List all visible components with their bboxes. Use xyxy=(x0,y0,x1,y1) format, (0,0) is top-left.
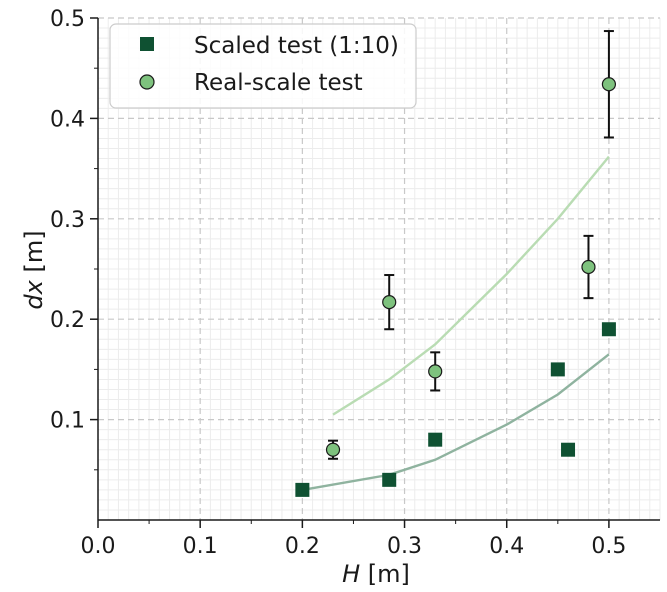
scaled-test-point xyxy=(428,432,443,447)
y-axis-label: dx [m] xyxy=(20,230,48,309)
legend-label-scaled: Scaled test (1:10) xyxy=(194,33,399,59)
real-scale-test-point xyxy=(382,295,397,310)
scaled-test-point xyxy=(601,322,616,337)
y-tick-label: 0.3 xyxy=(50,208,85,233)
scaled-test-point xyxy=(550,362,565,377)
x-tick-label: 0.3 xyxy=(387,534,422,559)
real-scale-test-point xyxy=(601,77,617,92)
real-scale-test-point xyxy=(428,364,443,379)
y-tick-label: 0.5 xyxy=(50,7,85,32)
ticks: 0.0 0.1 0.2 0.3 0.4 0.5 0.1 0.2 0.3 0.4 0.5 xyxy=(50,7,626,559)
legend-square-marker xyxy=(140,37,154,51)
y-tick-label: 0.4 xyxy=(50,107,85,132)
legend-label-real: Real-scale test xyxy=(194,70,363,96)
x-tick-label: 0.4 xyxy=(489,534,524,559)
real-scale-test-point xyxy=(325,442,341,457)
y-tick-label: 0.2 xyxy=(50,308,85,333)
y-tick-label: 0.1 xyxy=(50,409,85,434)
scaled-test-point xyxy=(295,482,310,497)
x-tick-label: 0.5 xyxy=(591,534,626,559)
scaled-test-point xyxy=(382,472,397,487)
x-tick-label: 0.1 xyxy=(183,534,218,559)
scaled-test-point xyxy=(561,442,576,457)
legend: Scaled test (1:10) Real-scale test xyxy=(109,23,417,109)
fit-lines xyxy=(302,155,610,492)
legend-circle-marker xyxy=(139,74,155,90)
fit-line-2 xyxy=(332,155,610,416)
markers xyxy=(295,77,617,497)
x-tick-label: 0.2 xyxy=(285,534,320,559)
x-tick-label: 0.0 xyxy=(81,534,116,559)
legend-frame xyxy=(109,23,417,109)
real-scale-test-point xyxy=(581,259,596,275)
x-axis-label: H [m] xyxy=(342,560,410,588)
fit-line-1 xyxy=(302,353,610,492)
